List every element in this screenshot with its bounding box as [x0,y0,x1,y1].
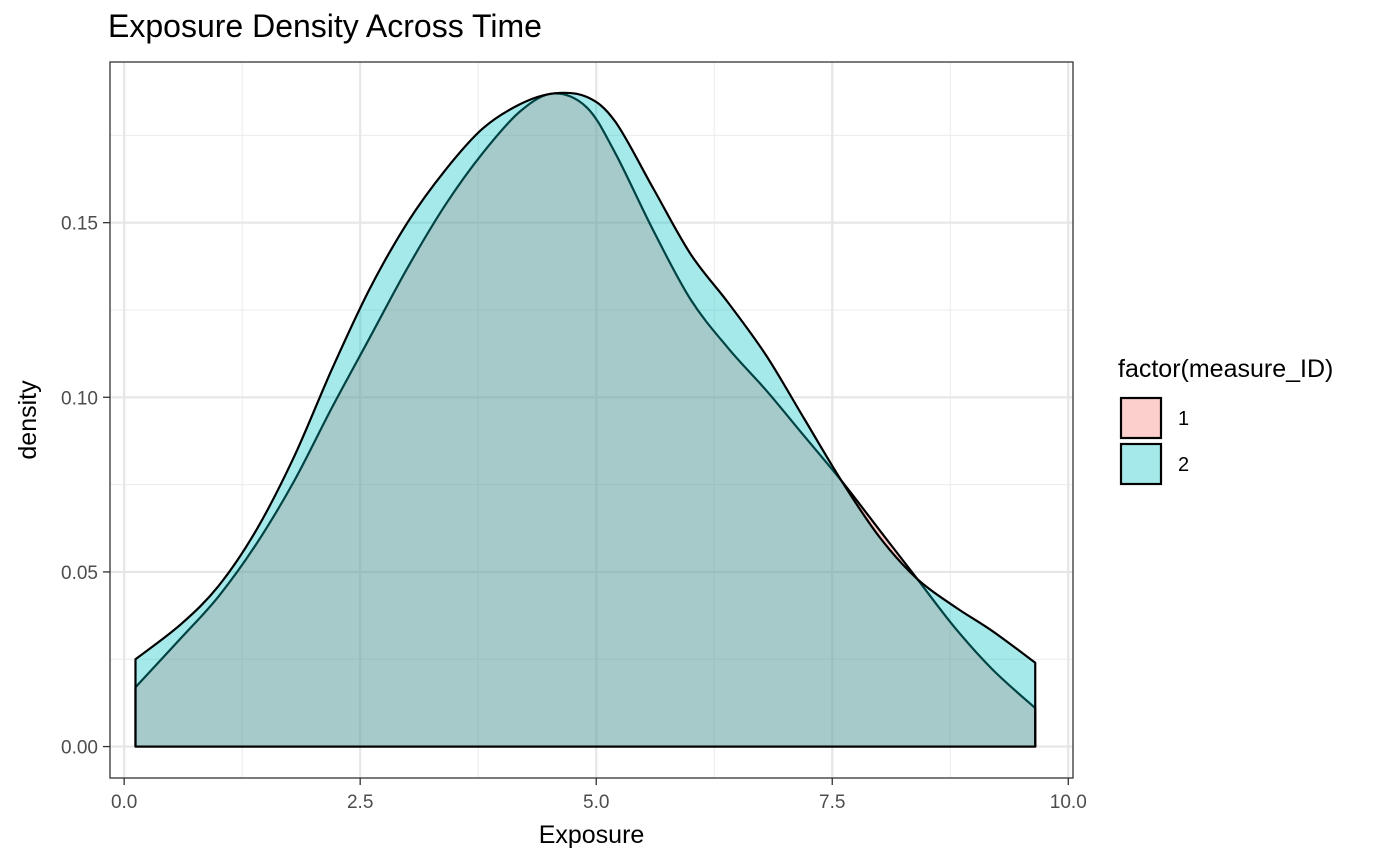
legend-title: factor(measure_ID) [1118,355,1333,383]
legend-label-series-2: 2 [1178,454,1189,476]
legend-label-series-1: 1 [1178,408,1189,430]
x-axis-title: Exposure [539,821,645,849]
density-area-series-2 [134,91,1037,748]
x-tick-label: 0.0 [111,792,137,813]
x-tick-label: 5.0 [583,792,609,813]
y-tick-label: 0.05 [61,563,98,584]
legend: factor(measure_ID) 1 2 [1118,355,1333,486]
x-tick-label: 10.0 [1050,792,1087,813]
legend-key-series-1 [1119,396,1163,440]
panel-border [109,61,1074,779]
legend-key-series-2 [1119,442,1163,486]
y-tick-label: 0.15 [61,214,98,235]
density-area-series-1 [134,92,1037,748]
legend-key-background [1120,443,1162,485]
x-tick-label: 2.5 [347,792,373,813]
y-axis-title: density [14,380,42,460]
legend-key-background [1120,397,1162,439]
x-tick-label: 7.5 [819,792,845,813]
density-areas [134,91,1037,748]
y-tick-label: 0.10 [61,388,98,409]
x-axis-ticks: 0.0 2.5 5.0 7.5 10.0 [111,778,1087,813]
y-axis-ticks: 0.00 0.05 0.10 0.15 [61,214,110,759]
minor-gridlines [110,62,1073,778]
chart-title: Exposure Density Across Time [108,8,542,44]
y-tick-label: 0.00 [61,738,98,759]
